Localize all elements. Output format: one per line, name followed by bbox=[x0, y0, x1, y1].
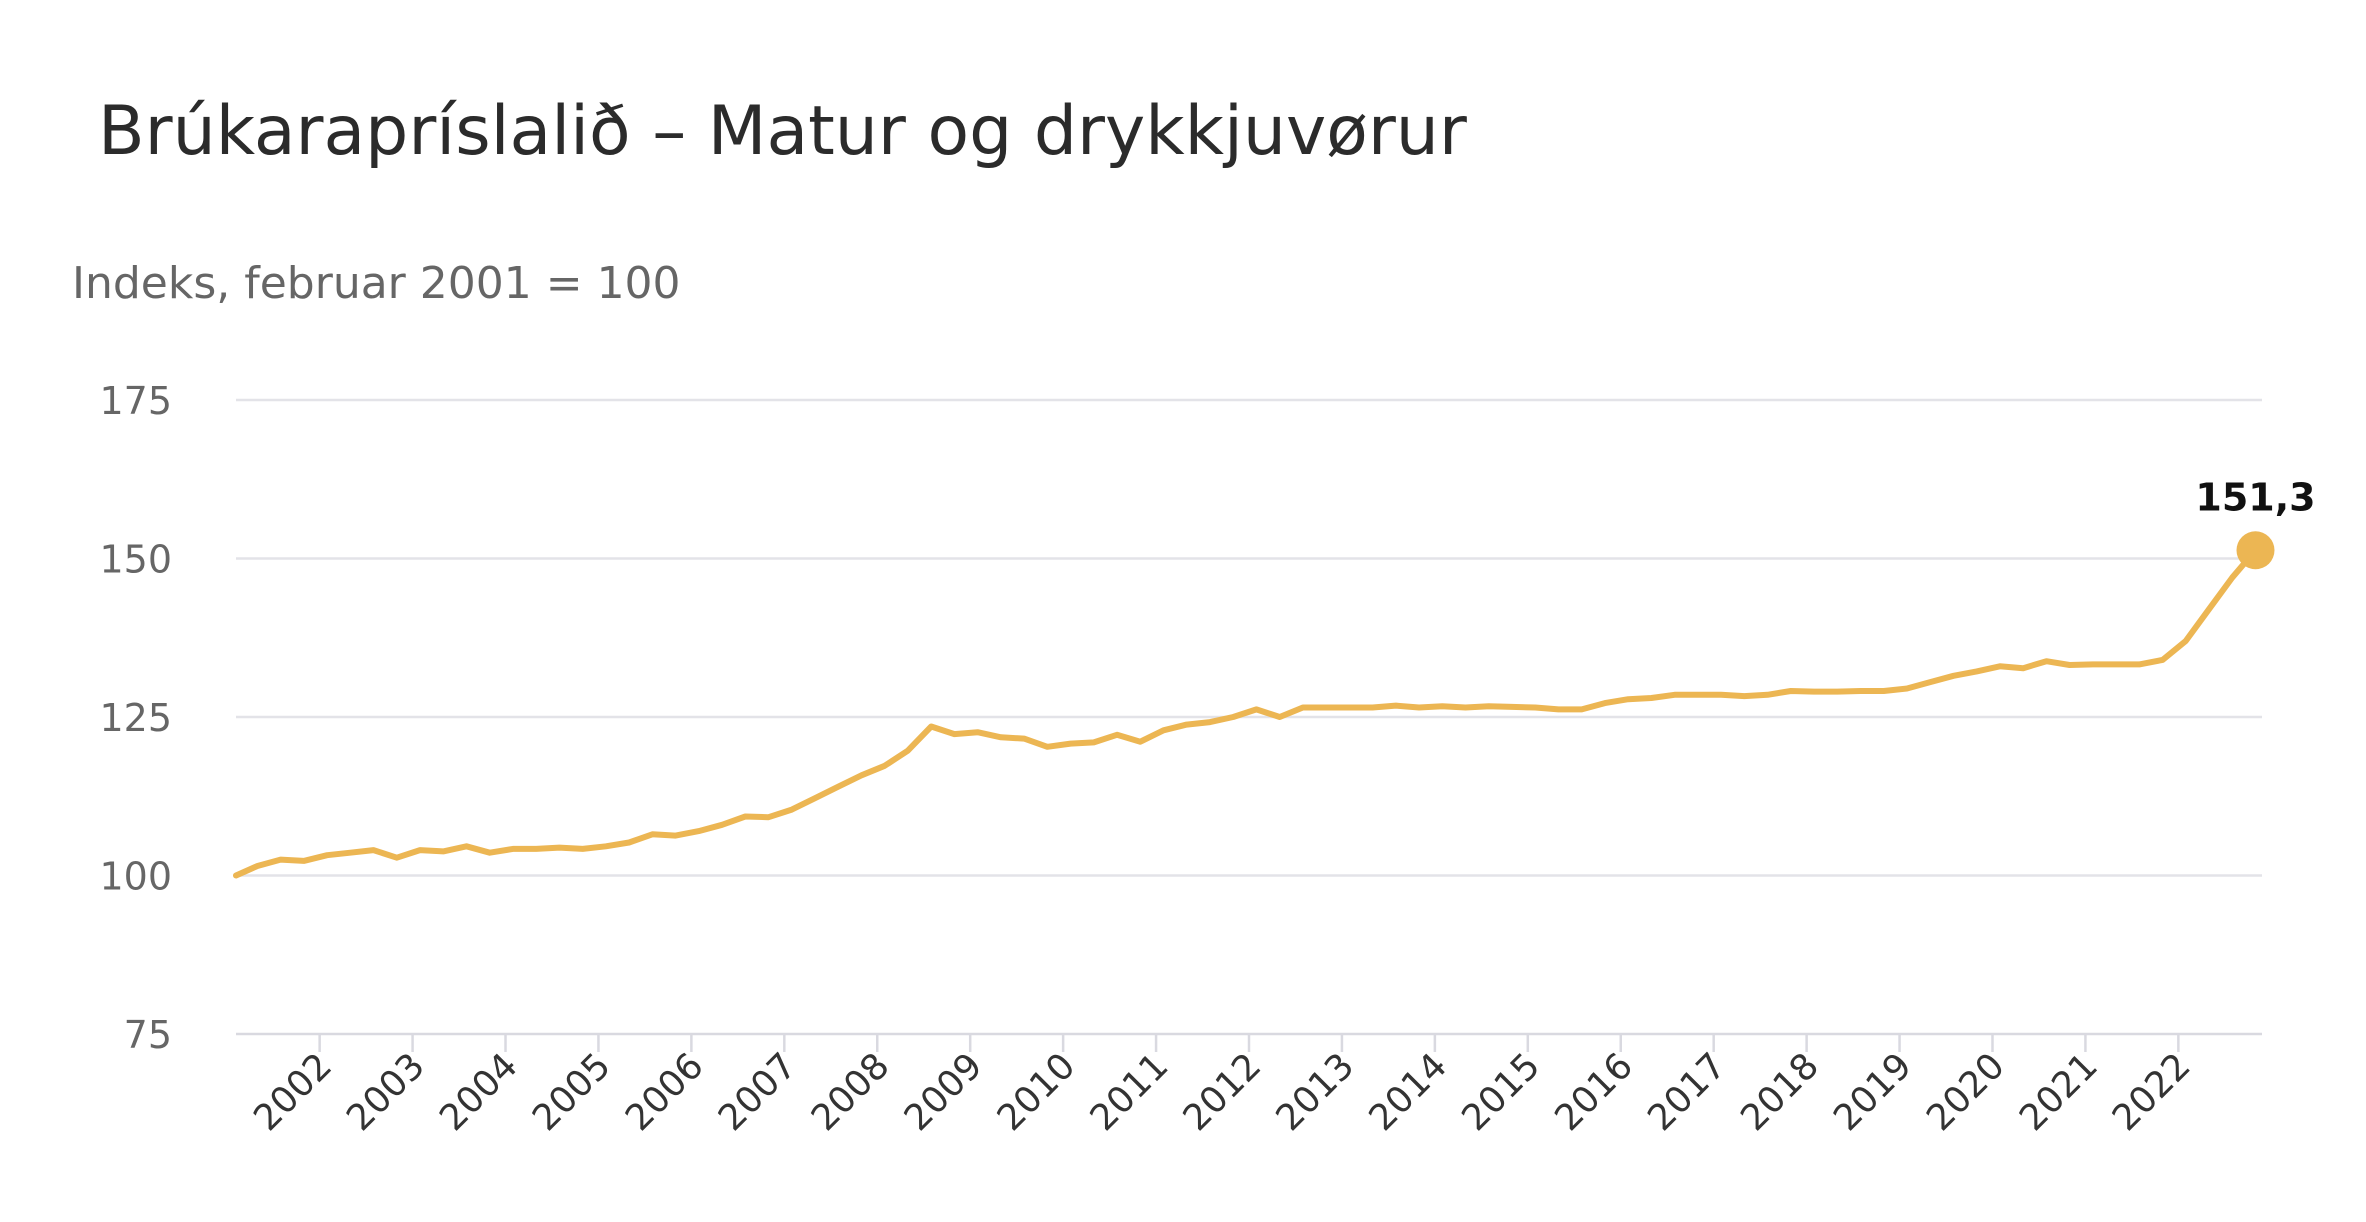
series-line bbox=[233, 547, 2259, 879]
y-tick-label: 175 bbox=[99, 379, 172, 423]
x-tick-label: 2015 bbox=[1454, 1045, 1548, 1139]
x-tick-label: 2017 bbox=[1640, 1045, 1734, 1139]
x-tick-label: 2020 bbox=[1919, 1045, 2013, 1139]
x-tick-label: 2016 bbox=[1547, 1045, 1641, 1139]
x-tick-label: 2009 bbox=[897, 1045, 991, 1139]
chart-title: Brúkarapríslalið – Matur og drykkjuvørur bbox=[98, 92, 1467, 171]
x-tick-label: 2010 bbox=[990, 1045, 1084, 1139]
y-tick-label: 75 bbox=[124, 1013, 172, 1057]
x-tick-label: 2004 bbox=[432, 1045, 526, 1139]
x-tick-label: 2013 bbox=[1269, 1045, 1363, 1139]
x-tick-label: 2007 bbox=[711, 1045, 805, 1139]
x-tick-label: 2005 bbox=[525, 1045, 619, 1139]
data-label: 151,3 bbox=[2195, 475, 2315, 519]
x-tick-label: 2019 bbox=[1826, 1045, 1920, 1139]
y-tick-label: 100 bbox=[99, 855, 172, 899]
x-tick-label: 2012 bbox=[1176, 1045, 1270, 1139]
y-tick-label: 150 bbox=[99, 538, 172, 582]
x-tick-label: 2022 bbox=[2105, 1045, 2199, 1139]
x-tick-label: 2014 bbox=[1361, 1045, 1455, 1139]
end-point-marker bbox=[2236, 531, 2275, 570]
y-tick-label: 125 bbox=[99, 696, 172, 740]
x-tick-label: 2003 bbox=[339, 1045, 433, 1139]
x-tick-label: 2018 bbox=[1733, 1045, 1827, 1139]
x-tick-label: 2021 bbox=[2012, 1045, 2106, 1139]
x-tick-label: 2011 bbox=[1083, 1045, 1177, 1139]
x-tick-label: 2008 bbox=[804, 1045, 898, 1139]
x-tick-label: 2006 bbox=[618, 1045, 712, 1139]
chart-subtitle: Indeks, februar 2001 = 100 bbox=[72, 258, 681, 309]
x-tick-label: 2002 bbox=[246, 1045, 340, 1139]
